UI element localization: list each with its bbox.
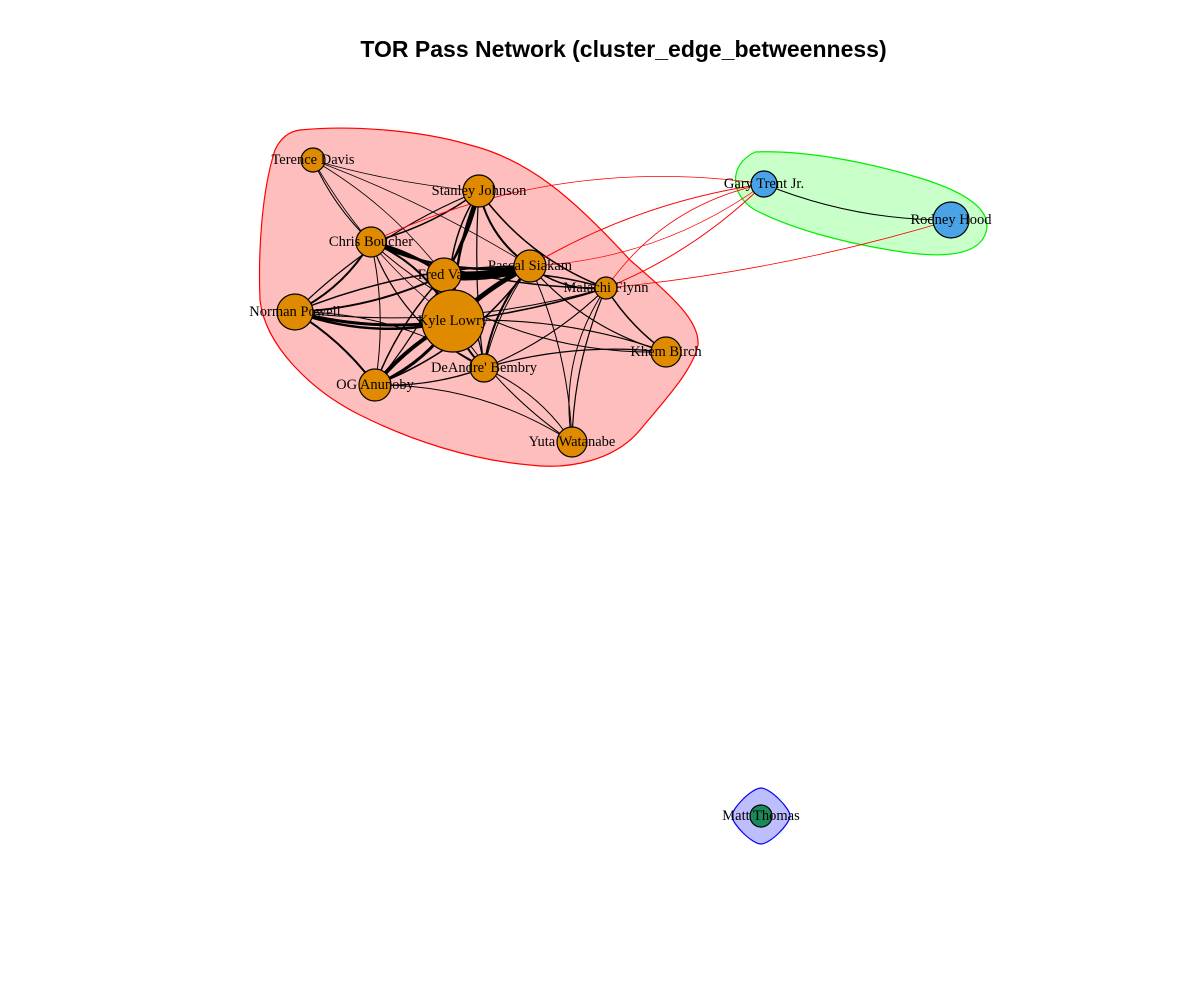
- within-edge-malachi-yuta: [571, 287, 607, 443]
- within-edge-norman-pascal: [294, 265, 531, 313]
- node-label-norman: Norman Powell: [249, 304, 340, 320]
- node-norman[interactable]: Norman Powell: [249, 293, 341, 331]
- node-label-malachi: Malachi Flynn: [564, 280, 650, 296]
- node-circle-deandre[interactable]: [469, 353, 499, 383]
- node-label-terence: Terence Davis: [271, 152, 354, 168]
- node-label-fred: Fred Van: [418, 267, 471, 283]
- node-circle-kyle[interactable]: [421, 289, 485, 353]
- node-gary[interactable]: Gary Trent Jr.: [724, 170, 804, 198]
- node-label-gary: Gary Trent Jr.: [724, 176, 804, 192]
- node-circle-pascal[interactable]: [513, 249, 547, 283]
- within-edge-terence-fred: [312, 159, 445, 276]
- within-edge-yuta-pascal: [529, 265, 573, 443]
- node-label-kyle: Kyle Lowry: [418, 313, 489, 329]
- node-label-stanley: Stanley Johnson: [432, 183, 527, 199]
- node-circle-matt[interactable]: [749, 804, 773, 828]
- node-rodney[interactable]: Rodney Hood: [911, 201, 993, 239]
- node-circle-terence[interactable]: [300, 147, 326, 173]
- within-edge-yuta-malachi: [568, 287, 607, 443]
- node-label-og: OG Anunoby: [336, 377, 414, 393]
- node-label-yuta: Yuta Watanabe: [529, 434, 616, 450]
- node-label-khem: Khem Birch: [630, 344, 702, 360]
- within-edge-terence-stanley: [312, 159, 480, 192]
- within-edge-stanley-malachi: [478, 190, 607, 289]
- between-edge-gary-malachi: [605, 183, 765, 289]
- node-label-deandre: DeAndre' Bembry: [431, 360, 538, 376]
- node-malachi[interactable]: Malachi Flynn: [564, 276, 650, 300]
- node-label-pascal: Pascal Siakam: [488, 258, 573, 274]
- within-edge-stanley-og: [374, 190, 480, 386]
- node-stanley[interactable]: Stanley Johnson: [432, 174, 527, 208]
- between-edge-rodney-malachi: [605, 219, 952, 289]
- node-circle-yuta[interactable]: [556, 426, 588, 458]
- node-circle-norman[interactable]: [276, 293, 314, 331]
- node-circle-chris[interactable]: [355, 226, 387, 258]
- node-deandre[interactable]: DeAndre' Bembry: [431, 353, 538, 383]
- cluster-2-hull: [734, 151, 988, 256]
- node-yuta[interactable]: Yuta Watanabe: [529, 426, 616, 458]
- node-og[interactable]: OG Anunoby: [336, 368, 415, 402]
- within-edge-chris-malachi: [370, 241, 607, 289]
- within-edge-stanley-deandre: [476, 190, 485, 369]
- within-edge-yuta-og: [374, 384, 573, 443]
- node-circle-rodney[interactable]: [932, 201, 970, 239]
- within-edge-og-chris: [370, 241, 381, 386]
- within-edge-malachi-deandre: [483, 287, 607, 369]
- between-edge-gary-pascal: [529, 183, 765, 267]
- node-label-chris: Chris Boucher: [329, 234, 413, 250]
- within-edge-terence-pascal: [312, 159, 531, 267]
- between-edge-gary-malachi: [605, 183, 765, 289]
- node-label-rodney: Rodney Hood: [911, 212, 993, 228]
- node-terence[interactable]: Terence Davis: [271, 147, 355, 173]
- node-circle-malachi[interactable]: [594, 276, 618, 300]
- node-circle-stanley[interactable]: [462, 174, 496, 208]
- nodes-layer: Terence Davis Stanley Johnson Chris Bouche…: [249, 147, 993, 828]
- within-edge-norman-deandre: [294, 311, 485, 369]
- within-edge-khem-deandre: [483, 348, 667, 369]
- node-chris[interactable]: Chris Boucher: [329, 226, 413, 258]
- node-circle-og[interactable]: [358, 368, 392, 402]
- within-edge-khem-chris: [370, 241, 667, 353]
- node-matt[interactable]: Matt Thomas: [722, 804, 800, 828]
- chart-title: TOR Pass Network (cluster_edge_betweenne…: [360, 36, 887, 62]
- node-kyle[interactable]: Kyle Lowry: [418, 289, 489, 353]
- node-pascal[interactable]: Pascal Siakam: [488, 249, 573, 283]
- node-circle-gary[interactable]: [750, 170, 778, 198]
- within-edge-chris-deandre: [370, 241, 485, 369]
- node-label-matt: Matt Thomas: [722, 808, 800, 824]
- node-fred[interactable]: Fred Van: [418, 257, 471, 293]
- between-edge-gary-pascal: [529, 183, 765, 267]
- node-khem[interactable]: Khem Birch: [630, 336, 702, 368]
- node-circle-khem[interactable]: [650, 336, 682, 368]
- within-edge-gary-rodney: [763, 183, 952, 221]
- between-edge-gary-chris: [370, 176, 765, 243]
